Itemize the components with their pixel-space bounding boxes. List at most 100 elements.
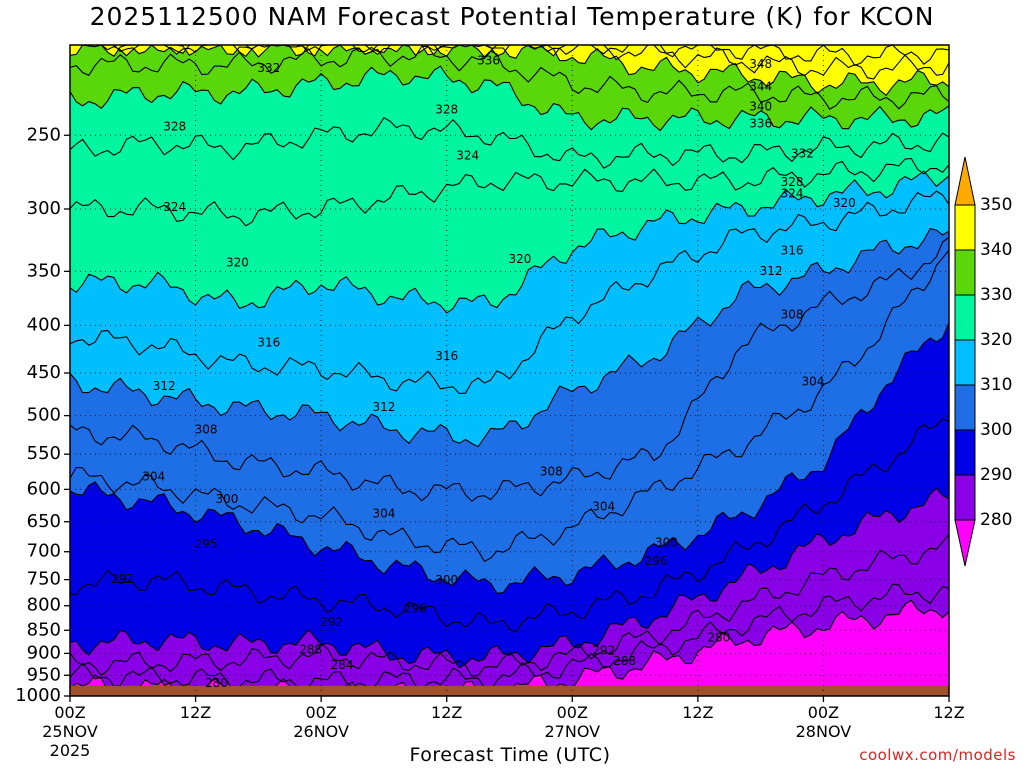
contour-label: 344: [749, 80, 772, 94]
y-tick-label: 850: [27, 619, 61, 640]
colorbar-label: 310: [980, 375, 1012, 395]
x-tick-label: 12Z: [431, 703, 462, 722]
x-tick-label: 00Z: [557, 703, 588, 722]
colorbar-bin: [954, 294, 976, 341]
colorbar-bin: [954, 384, 976, 431]
contour-line-300: [70, 322, 949, 594]
colorbar-bin: [954, 429, 976, 476]
fill-band-344: [70, 45, 949, 79]
contour-label: 295: [195, 537, 218, 551]
contour-label: 320: [226, 256, 249, 270]
contour-line-296: [70, 418, 949, 634]
contour-label: 292: [111, 572, 134, 586]
colorbar: 280 290 300 310 320 330 340 350: [954, 156, 1012, 567]
contour-label: 280: [707, 630, 730, 644]
contour-fills: [70, 45, 949, 696]
contour-line-312: [70, 227, 949, 448]
y-tick-label: 700: [27, 541, 61, 562]
contour-line-284: [70, 583, 949, 694]
colorbar-bin: [954, 339, 976, 386]
contour-label: 324: [456, 148, 479, 162]
contour-label: 332: [791, 147, 814, 161]
contour-label: 304: [802, 374, 825, 388]
x-tick-label: 00Z: [808, 703, 839, 722]
x-tick-label: 12Z: [682, 703, 713, 722]
contour-label: 328: [163, 120, 186, 134]
colorbar-label: 340: [980, 240, 1012, 260]
y-tick-label: 450: [27, 362, 61, 383]
contour-line-336: [70, 45, 949, 110]
x-tick-label: 00Z: [305, 703, 336, 722]
y-tick-label: 500: [27, 405, 61, 426]
y-tick-label: 350: [27, 260, 61, 281]
ground-fill: [70, 685, 949, 696]
fill-band-348: [70, 45, 949, 66]
contour-label: 324: [163, 200, 186, 214]
colorbar-top-triangle: [954, 156, 976, 206]
contour-label: 320: [509, 252, 532, 266]
contour-line-328: [70, 116, 949, 169]
contour-label: 336: [477, 53, 500, 67]
contour-label: 324: [781, 186, 804, 200]
colorbar-label: 350: [980, 195, 1012, 215]
contour-label: 316: [257, 336, 280, 350]
contour-label: 316: [781, 244, 804, 258]
contour-label: 308: [781, 308, 804, 322]
x-tick-date: 26NOV: [293, 722, 349, 741]
colorbar-label: 320: [980, 330, 1012, 350]
contour-label: 288: [613, 654, 636, 668]
contour-label: 304: [372, 507, 395, 521]
y-tick-label: 250: [27, 124, 61, 145]
colorbar-label: 280: [980, 510, 1012, 530]
contour-line-332: [70, 65, 949, 132]
contour-line-304: [70, 249, 949, 563]
y-tick-label: 1000: [15, 685, 61, 706]
x-tick-date: 28NOV: [796, 722, 852, 741]
contour-label: 328: [781, 175, 804, 189]
contour-label: 340: [749, 99, 772, 113]
contour-label: 328: [435, 103, 458, 117]
contour-label: 312: [153, 379, 176, 393]
contour-label: 332: [257, 61, 280, 75]
colorbar-label: 330: [980, 285, 1012, 305]
contour-label: 300: [655, 535, 678, 549]
contour-line-316: [70, 190, 949, 395]
x-axis-title: Forecast Time (UTC): [409, 744, 611, 766]
contour-label: 292: [320, 615, 343, 629]
contour-label: 284: [331, 658, 354, 672]
contour-label: 304: [592, 500, 615, 514]
contour-label: 308: [195, 422, 218, 436]
contour-label: 348: [749, 57, 772, 71]
contour-label: 296: [404, 601, 427, 615]
contour-line-292: [70, 487, 949, 669]
x-tick-label: 12Z: [180, 703, 211, 722]
colorbar-label: 290: [980, 465, 1012, 485]
grid-lines: [70, 45, 949, 696]
contour-label: 296: [645, 554, 668, 568]
x-tick-label: 00Z: [54, 703, 85, 722]
x-tick-date: 27NOV: [544, 722, 600, 741]
y-tick-label: 800: [27, 595, 61, 616]
contour-lines: [70, 45, 949, 696]
colorbar-bin: [954, 204, 976, 251]
contour-line-320: [70, 170, 949, 314]
contour-label: 336: [749, 116, 772, 130]
colorbar-bottom-triangle: [954, 519, 976, 567]
x-tick-label: 12Z: [933, 703, 964, 722]
ground-layer: [70, 685, 949, 696]
credit-text[interactable]: coolwx.com/models: [859, 746, 1016, 764]
contour-line-324: [70, 157, 949, 227]
contour-label: 304: [142, 470, 165, 484]
contour-label: 280: [205, 676, 228, 690]
contour-line-288: [70, 533, 949, 677]
y-tick-label: 400: [27, 314, 61, 335]
contour-line-308: [70, 236, 949, 502]
x-tick-year: 2025: [50, 741, 91, 760]
colorbar-label: 300: [980, 420, 1012, 440]
contour-line-348: [70, 45, 949, 67]
contour-label: 300: [216, 492, 239, 506]
contour-line-340: [70, 45, 949, 97]
contour-label: 316: [435, 349, 458, 363]
